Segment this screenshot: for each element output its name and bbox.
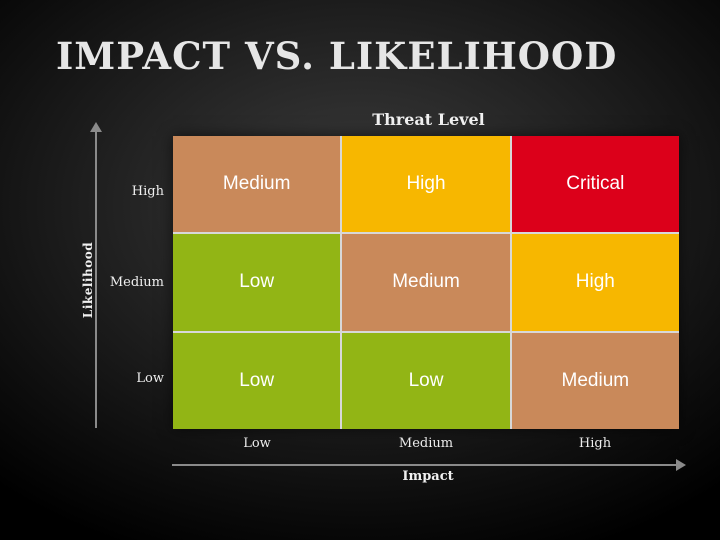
risk-matrix: Medium High Critical Low Medium High Low… xyxy=(173,136,679,429)
col-label-low: Low xyxy=(243,436,271,451)
matrix-cell-medium-likelihood-high-impact: High xyxy=(511,234,679,331)
row-label-medium: Medium xyxy=(109,275,164,290)
y-axis-label: Likelihood xyxy=(81,241,95,319)
row-label-low: Low xyxy=(136,371,164,386)
matrix-cell-high-likelihood-medium-impact: High xyxy=(342,136,510,233)
matrix-cell-medium-likelihood-medium-impact: Medium xyxy=(342,234,510,331)
row-label-high: High xyxy=(131,184,164,199)
matrix-cell-low-likelihood-low-impact: Low xyxy=(173,332,341,429)
matrix-cell-low-likelihood-medium-impact: Low xyxy=(342,332,510,429)
matrix-cell-high-likelihood-low-impact: Medium xyxy=(173,136,341,233)
col-label-medium: Medium xyxy=(398,436,454,451)
y-axis-arrow xyxy=(90,122,102,428)
page-title: IMPACT VS. LIKELIHOOD xyxy=(56,34,618,78)
matrix-subtitle: Threat Level xyxy=(372,110,485,129)
x-axis-label: Impact xyxy=(402,469,454,484)
matrix-cell-low-likelihood-high-impact: Medium xyxy=(511,332,679,429)
matrix-cell-medium-likelihood-low-impact: Low xyxy=(173,234,341,331)
x-axis-arrow xyxy=(172,459,686,471)
col-label-high: High xyxy=(578,436,612,451)
matrix-cell-high-likelihood-high-impact: Critical xyxy=(511,136,679,233)
